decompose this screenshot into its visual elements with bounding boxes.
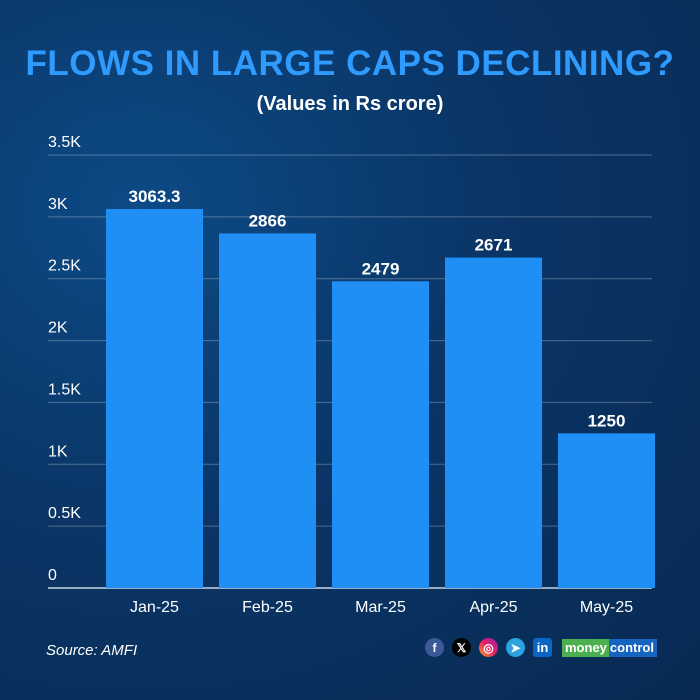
x-tick-label: Apr-25	[469, 599, 517, 616]
x-tick-label: May-25	[580, 599, 633, 616]
telegram-icon[interactable]: ➤	[506, 638, 525, 657]
y-tick-label: 3.5K	[48, 134, 81, 151]
moneycontrol-logo: money control	[562, 638, 657, 657]
chart-title: FLOWS IN LARGE CAPS DECLINING?	[25, 44, 675, 83]
facebook-icon[interactable]: f	[425, 638, 444, 657]
y-tick-label: 1K	[48, 443, 68, 460]
data-label: 2479	[362, 259, 400, 278]
y-tick-label: 1.5K	[48, 381, 81, 398]
bar-may-25	[558, 433, 655, 588]
bar-jan-25	[106, 209, 203, 588]
data-label: 2866	[249, 211, 287, 230]
x-icon[interactable]: 𝕏	[452, 638, 471, 657]
logo-part-control: control	[608, 638, 657, 657]
source-note: Source: AMFI	[46, 642, 138, 659]
bar-mar-25	[332, 281, 429, 588]
data-label: 2671	[475, 236, 513, 255]
y-tick-label: 0.5K	[48, 505, 81, 522]
y-tick-label: 2.5K	[48, 258, 81, 275]
logo-part-money: money	[562, 638, 609, 657]
instagram-icon[interactable]: ◎	[479, 638, 498, 657]
chart-subtitle: (Values in Rs crore)	[256, 93, 444, 115]
y-tick-label: 0	[48, 567, 57, 584]
y-tick-label: 3K	[48, 196, 68, 213]
linkedin-icon[interactable]: in	[533, 638, 552, 657]
y-tick-label: 2K	[48, 320, 68, 337]
bar-feb-25	[219, 233, 316, 588]
data-label: 1250	[588, 411, 626, 430]
bar-apr-25	[445, 257, 542, 588]
data-label: 3063.3	[129, 187, 181, 206]
x-tick-label: Mar-25	[355, 599, 406, 616]
x-tick-label: Jan-25	[130, 599, 179, 616]
social-links: f 𝕏 ◎ ➤ in money control	[425, 638, 657, 657]
x-tick-label: Feb-25	[242, 599, 293, 616]
